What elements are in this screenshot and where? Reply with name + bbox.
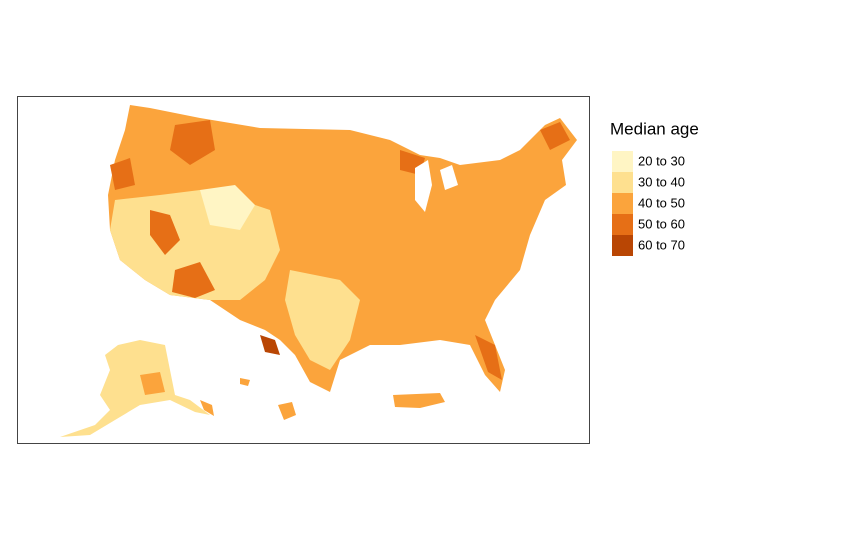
lake bbox=[415, 160, 432, 212]
region bbox=[170, 120, 215, 165]
legend-label: 60 to 70 bbox=[638, 237, 685, 252]
puerto-rico bbox=[393, 393, 445, 408]
region bbox=[172, 262, 215, 298]
region bbox=[475, 335, 502, 380]
legend-swatch bbox=[612, 214, 633, 235]
region bbox=[150, 210, 180, 255]
hawaii bbox=[278, 402, 296, 420]
hawaii bbox=[200, 400, 214, 416]
legend-swatch bbox=[612, 193, 633, 214]
region bbox=[110, 158, 135, 190]
hawaii bbox=[240, 378, 250, 386]
mainland bbox=[108, 105, 577, 392]
region bbox=[200, 185, 255, 230]
map-frame bbox=[17, 96, 590, 444]
legend-swatch bbox=[612, 151, 633, 172]
legend-label: 30 to 40 bbox=[638, 174, 685, 189]
alaska bbox=[60, 340, 210, 437]
map bbox=[60, 105, 577, 437]
legend-label: 40 to 50 bbox=[638, 195, 685, 210]
lake bbox=[440, 165, 458, 190]
legend-title: Median age bbox=[610, 119, 699, 138]
legend-label: 50 to 60 bbox=[638, 216, 685, 231]
alaska-region bbox=[140, 372, 165, 395]
region bbox=[285, 270, 360, 370]
legend: 20 to 30 30 to 40 40 to 50 50 to 60 60 to 70 bbox=[612, 151, 685, 256]
legend-swatch bbox=[612, 172, 633, 193]
legend-label: 20 to 30 bbox=[638, 153, 685, 168]
region bbox=[540, 122, 570, 150]
region bbox=[260, 335, 280, 355]
legend-swatch bbox=[612, 235, 633, 256]
